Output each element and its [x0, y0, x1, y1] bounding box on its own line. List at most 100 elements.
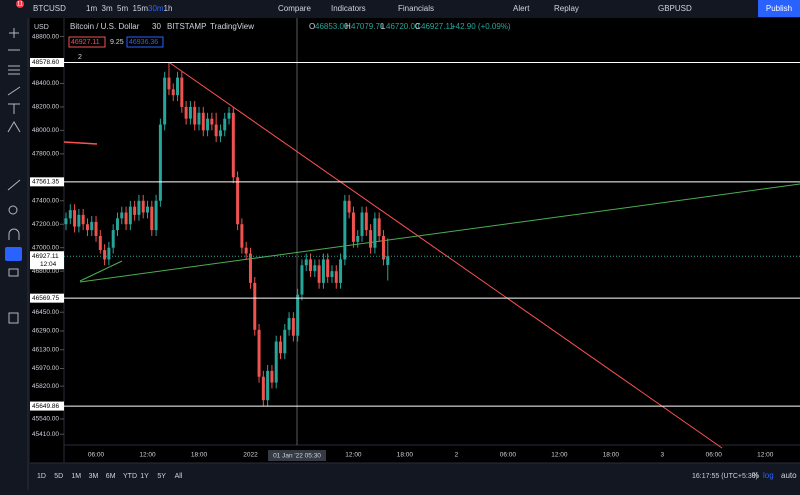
y-tick-label: 47400.00 [32, 197, 59, 204]
candle-body [128, 206, 132, 225]
auto-toggle[interactable]: auto [781, 471, 797, 480]
x-tick-label: 06:00 [706, 452, 723, 459]
candle-body [326, 259, 330, 278]
candle-body [197, 112, 201, 125]
publish-label[interactable]: Publish [766, 4, 792, 13]
range-button[interactable]: 6M [106, 473, 116, 480]
fib-icon[interactable] [8, 65, 20, 75]
candle-body [266, 370, 270, 401]
range-button[interactable]: 1Y [140, 473, 149, 480]
candle-body [386, 256, 390, 265]
percent-toggle[interactable]: % [752, 471, 759, 480]
candle-body [223, 118, 227, 131]
second-symbol[interactable]: GBPUSD [658, 4, 692, 13]
active-tool[interactable] [5, 247, 22, 261]
range-button[interactable]: 3M [89, 473, 99, 480]
x-tick-label: 12:00 [757, 452, 774, 459]
range-button[interactable]: 5D [54, 473, 63, 480]
candle-body [158, 124, 162, 201]
ohlc-value: 46720.00 [386, 22, 420, 31]
chart-area [30, 18, 800, 463]
compare-button[interactable]: Compare [278, 4, 311, 13]
candle-body [94, 221, 98, 236]
zoom-icon[interactable] [8, 205, 18, 215]
range-button[interactable]: YTD [123, 473, 137, 480]
pattern-icon[interactable] [7, 121, 21, 133]
candle-body [261, 376, 265, 401]
x-tick-label: 3 [660, 452, 664, 459]
trend-line [63, 141, 98, 145]
ask-box[interactable] [126, 36, 164, 48]
candle-body [381, 235, 385, 260]
interval-button[interactable]: 1h [164, 4, 173, 13]
range-button[interactable]: 1M [71, 473, 81, 480]
interval-button[interactable]: 30m [148, 4, 164, 13]
x-tick-label: 06:00 [88, 452, 105, 459]
interval-button[interactable]: 3m [102, 4, 113, 13]
level-tag [30, 58, 64, 68]
lock-icon[interactable] [8, 268, 19, 277]
trash-icon[interactable] [8, 312, 19, 324]
candle-body [279, 341, 282, 354]
interval-button[interactable]: 15m [133, 4, 149, 13]
badge-count: 11 [17, 2, 24, 8]
symbol[interactable]: BTCUSD [33, 4, 66, 13]
brush-icon[interactable] [7, 86, 21, 96]
candle-body [283, 329, 287, 354]
candle-body [369, 230, 373, 248]
candle-body [115, 218, 119, 231]
y-tick-label: 46800.00 [32, 268, 59, 275]
candle-body [214, 124, 218, 137]
level-label: 45649.86 [32, 403, 59, 410]
text-icon[interactable] [8, 103, 20, 114]
candle-body [257, 329, 261, 377]
log-toggle[interactable]: log [763, 471, 774, 480]
interval-button[interactable]: 5m [117, 4, 128, 13]
publish-button[interactable] [758, 0, 800, 17]
ruler-icon[interactable] [7, 179, 21, 191]
y-tick-label: 45820.00 [32, 383, 59, 390]
x-tick-label: 18:00 [191, 452, 208, 459]
trend-line [79, 183, 800, 283]
candle-body [236, 177, 240, 225]
replay-button[interactable]: Replay [554, 4, 579, 13]
candle-body [373, 218, 377, 248]
y-tick-label: 45970.00 [32, 365, 59, 372]
candle-body [218, 130, 222, 137]
candle-body [210, 118, 214, 125]
candle-body [171, 89, 175, 96]
candle-body [377, 218, 381, 236]
candle-body [85, 224, 89, 231]
y-tick-label: 48200.00 [32, 104, 59, 111]
indicators-button[interactable]: Indicators [331, 4, 366, 13]
countdown: 12:04 [40, 261, 57, 268]
level-label: 46569.75 [32, 295, 59, 302]
candle-body [291, 318, 295, 336]
bid-box[interactable] [68, 36, 106, 48]
alert-button[interactable]: Alert [513, 4, 530, 13]
candle-body [206, 118, 210, 131]
crosshair-icon[interactable] [9, 28, 19, 38]
range-button[interactable]: 5Y [157, 473, 166, 480]
candle-body [317, 265, 321, 283]
legend-source: TradingView [210, 22, 254, 31]
indicator-count[interactable]: 2 [78, 54, 82, 61]
range-button[interactable]: All [175, 473, 183, 480]
candle-body [68, 210, 72, 219]
crosshair-label: 01 Jan '22 05:30 [273, 453, 321, 460]
ohlc-label: H [345, 22, 351, 31]
candle-body [240, 224, 244, 248]
candle-body [107, 247, 111, 260]
candle-body [231, 112, 235, 178]
interval-button[interactable]: 1m [86, 4, 97, 13]
magnet-icon[interactable] [8, 228, 20, 240]
candle-body [274, 341, 278, 383]
range-button[interactable]: 1D [37, 473, 46, 480]
candle-body [270, 370, 274, 383]
financials-button[interactable]: Financials [398, 4, 434, 13]
y-tick-label: 48000.00 [32, 127, 59, 134]
y-tick-label: 47000.00 [32, 244, 59, 251]
candle-body [296, 294, 300, 336]
candle-body [343, 200, 347, 260]
